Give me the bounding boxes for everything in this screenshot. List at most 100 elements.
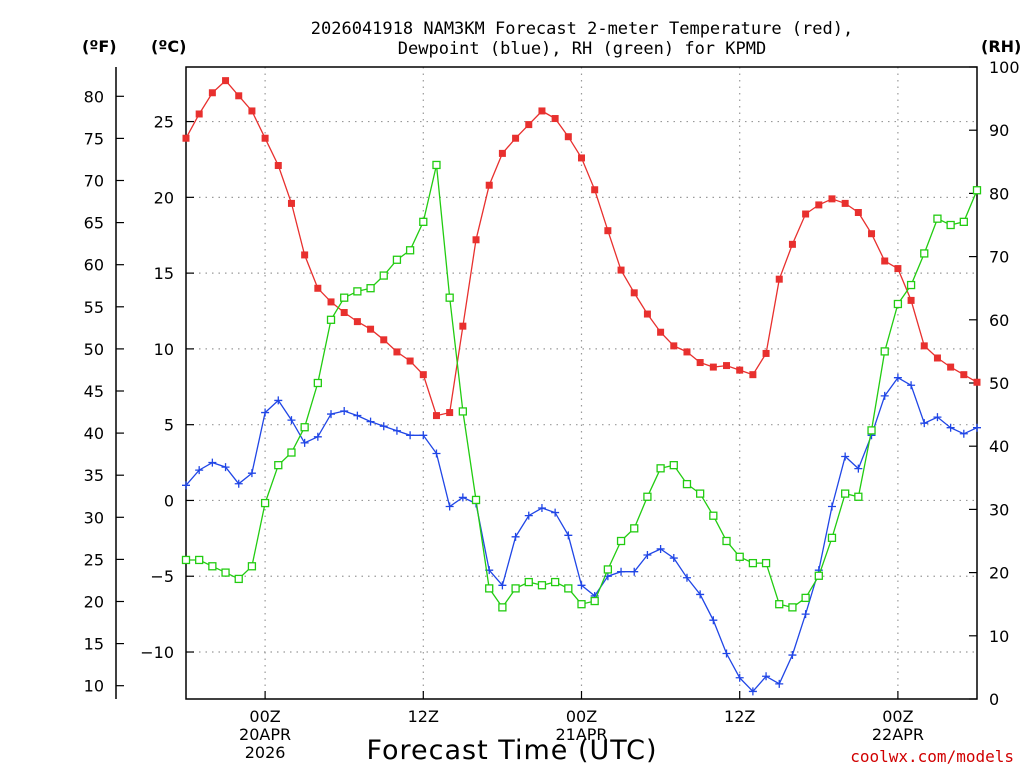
dewpoint-point — [445, 502, 454, 511]
rh-point — [616, 536, 626, 546]
rh-point — [841, 489, 850, 498]
dewpoint-point — [406, 431, 415, 440]
temperature-point — [222, 77, 230, 85]
chart-title-line-1: 2026041918 NAM3KM Forecast 2-meter Tempe… — [311, 19, 853, 39]
rh-tick-label: 50 — [989, 374, 1009, 393]
rh-point — [564, 584, 573, 593]
rh-point — [669, 461, 678, 470]
rh-point — [854, 492, 863, 501]
rh-point — [775, 600, 784, 609]
rh-point — [696, 489, 705, 498]
gridlines — [186, 67, 977, 699]
temperature-point — [208, 89, 216, 97]
dewpoint-point — [643, 551, 652, 560]
rh-point — [326, 315, 336, 324]
rh-tick-label: 40 — [989, 437, 1009, 456]
rh-point — [498, 603, 507, 612]
rh-tick-label: 30 — [989, 500, 1009, 519]
temperature-point — [696, 359, 704, 367]
fahrenheit-tick-label: 80 — [84, 87, 104, 106]
dewpoint-point — [432, 449, 441, 458]
dewpoint-point — [208, 458, 217, 467]
temperature-point — [419, 371, 427, 379]
rh-point — [471, 495, 481, 505]
dewpoint-point — [313, 432, 322, 441]
rh-point — [419, 217, 428, 226]
dewpoint-point — [577, 581, 586, 590]
rh-point — [511, 584, 520, 593]
time-tick-label: 2026 — [245, 743, 286, 762]
celsius-axis: −10 −5 0 5 10 15 20 25 — [140, 113, 194, 662]
time-tick-label: 20APR — [239, 725, 291, 744]
dewpoint-point — [880, 391, 889, 400]
rh-point — [550, 577, 560, 587]
fahrenheit-tick-label: 25 — [84, 550, 104, 569]
rh-tick-label: 100 — [989, 58, 1020, 77]
temperature-point — [947, 363, 955, 371]
temperature-point — [248, 107, 256, 115]
dewpoint-point — [287, 416, 296, 425]
rh-point — [432, 160, 441, 170]
temperature-point — [195, 110, 203, 118]
temperature-point — [591, 186, 599, 194]
rh-point — [761, 558, 771, 568]
rh-point — [643, 492, 652, 501]
temperature-point — [933, 354, 941, 362]
temperature-point — [551, 115, 559, 123]
x-axis-label: Forecast Time (UTC) — [366, 735, 657, 766]
rh-point — [274, 461, 283, 470]
dewpoint-point — [973, 423, 981, 432]
dewpoint-point — [722, 649, 731, 658]
time-tick-label: 00Z — [249, 707, 280, 726]
rh-point — [656, 464, 665, 473]
celsius-tick-label: 15 — [154, 264, 174, 283]
temperature-point — [973, 378, 981, 386]
series-line — [185, 79, 978, 417]
series-0 — [182, 77, 981, 420]
celsius-tick-label: −10 — [140, 643, 174, 662]
rh-point — [893, 299, 903, 309]
celsius-unit-label: (ºC) — [151, 37, 186, 56]
rh-point — [524, 577, 533, 587]
temperature-point — [828, 195, 836, 203]
temperature-point — [314, 284, 322, 292]
dewpoint-point — [788, 651, 797, 660]
rh-point — [208, 562, 217, 571]
dewpoint-point — [617, 567, 626, 576]
rh-tick-label: 70 — [989, 248, 1009, 267]
rh-point — [788, 603, 797, 612]
rh-point — [920, 249, 929, 258]
rh-tick-label: 10 — [989, 627, 1009, 646]
celsius-tick-label: 0 — [164, 491, 174, 510]
dewpoint-point — [182, 481, 190, 490]
temperature-point — [393, 348, 401, 356]
dewpoint-point — [630, 567, 639, 576]
celsius-tick-label: 20 — [154, 188, 174, 207]
temperature-point — [512, 134, 520, 142]
temperature-point — [815, 201, 823, 209]
dewpoint-point — [195, 466, 204, 475]
rh-point — [880, 347, 889, 356]
rh-point — [722, 536, 731, 546]
rh-point — [801, 593, 810, 603]
fahrenheit-tick-label: 15 — [84, 635, 104, 654]
fahrenheit-tick-label: 10 — [84, 677, 104, 696]
rh-point — [260, 498, 270, 508]
fahrenheit-tick-label: 35 — [84, 466, 104, 485]
rh-point — [748, 558, 758, 568]
temperature-point — [630, 289, 638, 297]
rh-point — [537, 581, 547, 590]
time-tick-label: 22APR — [872, 725, 924, 744]
dewpoint-point — [498, 581, 507, 590]
dewpoint-point — [748, 687, 757, 696]
dewpoint-point — [537, 504, 546, 513]
temperature-point — [762, 349, 770, 357]
rh-point — [735, 552, 744, 561]
dewpoint-point — [854, 464, 863, 473]
rh-point — [353, 287, 362, 296]
rh-point — [313, 378, 322, 388]
rh-point — [379, 271, 388, 280]
temperature-point — [868, 230, 876, 238]
dewpoint-point — [709, 616, 718, 625]
